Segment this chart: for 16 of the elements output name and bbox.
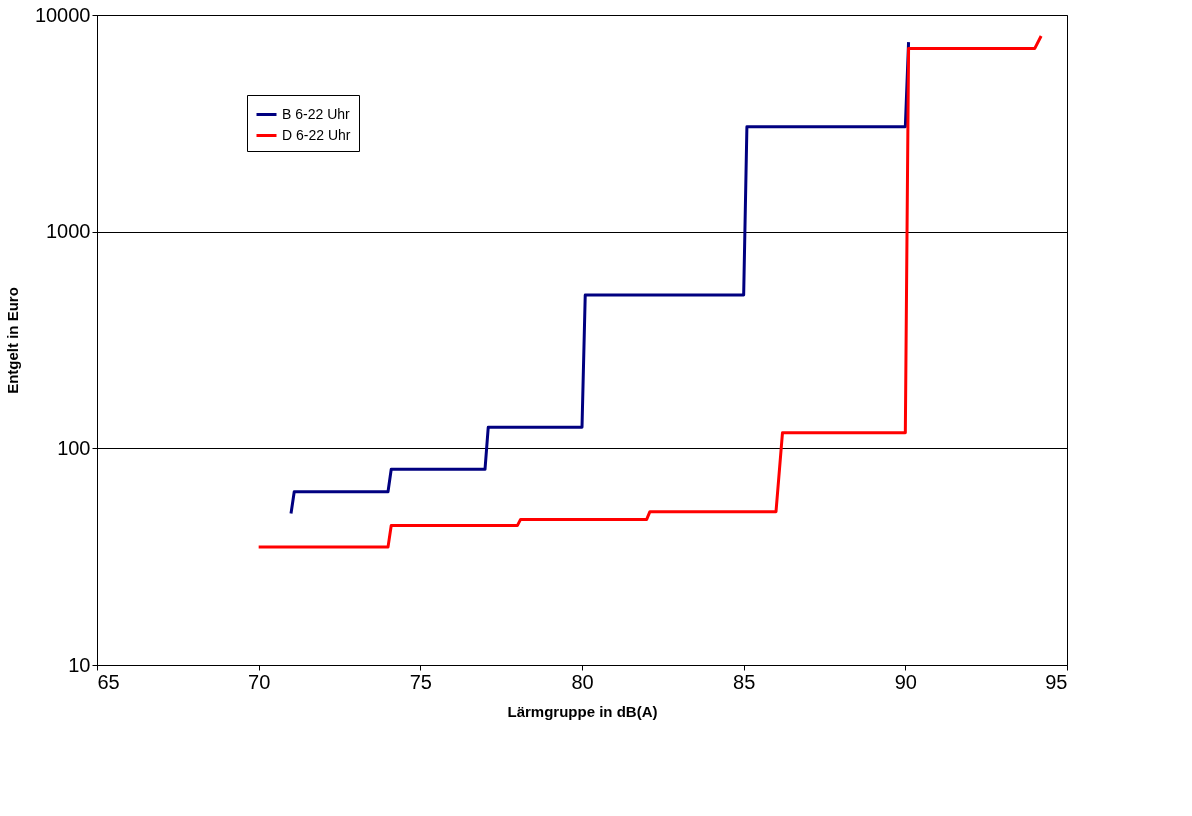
x-tick-label: 80 <box>571 670 594 693</box>
y-axis-title: Entgelt in Euro <box>3 287 21 394</box>
x-tick-label: 90 <box>894 670 917 693</box>
x-tick-label: 85 <box>733 670 756 693</box>
y-tick-label: 100 <box>57 436 91 459</box>
line-series <box>257 34 1043 549</box>
legend-label: B 6-22 Uhr <box>282 105 351 122</box>
y-tick-label: 10000 <box>34 3 91 26</box>
x-tick-label: 65 <box>97 670 120 693</box>
x-axis-title: Lärmgruppe in dB(A) <box>507 702 658 720</box>
legend-label: D 6-22 Uhr <box>282 126 351 143</box>
y-tick-label: 1000 <box>46 220 91 243</box>
x-tick-label: 75 <box>409 670 432 693</box>
y-tick-label: 10 <box>68 653 91 676</box>
x-tick-label: 70 <box>248 670 271 693</box>
x-tick-label: 95 <box>1045 670 1068 693</box>
